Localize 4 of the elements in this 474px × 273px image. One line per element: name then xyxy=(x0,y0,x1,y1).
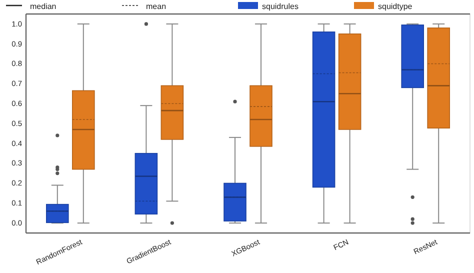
legend-label: squidtype xyxy=(378,2,413,11)
legend-label: squidrules xyxy=(262,2,298,11)
text: median xyxy=(30,2,56,11)
text: mean xyxy=(146,2,166,11)
